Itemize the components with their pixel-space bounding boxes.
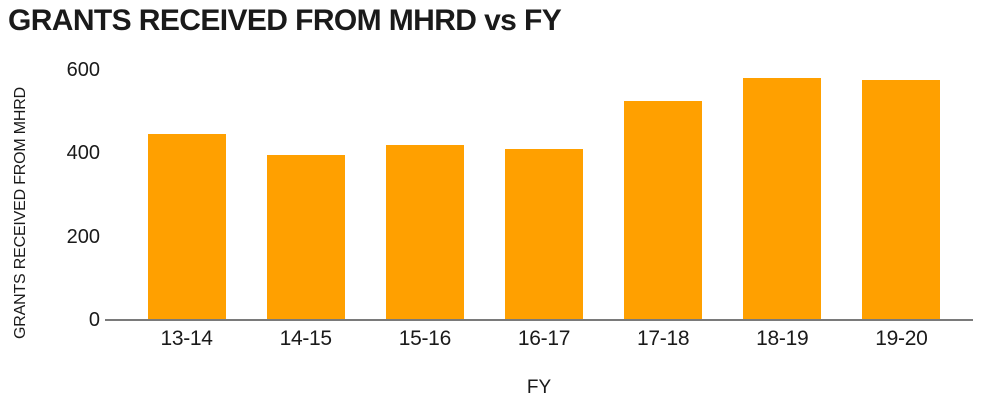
bar-slot [127,70,246,319]
bar-slot [484,70,603,319]
bar-17-18 [624,101,703,319]
x-tick-label: 17-18 [637,327,690,350]
plot-area [127,70,961,319]
y-tick-label: 0 [88,309,100,331]
x-tick-label: 14-15 [279,327,333,350]
x-tick-label: 15-16 [398,327,452,350]
y-tick-label: 200 [66,225,100,248]
bar-slot [723,70,842,319]
x-tick-label: 19-20 [875,327,928,350]
x-tick-label: 16-17 [517,327,571,350]
bar-slot [246,70,365,319]
bar-18-19 [743,78,822,319]
x-tick-label: 18-19 [756,327,809,350]
x-tick-label: 13-14 [160,327,213,350]
x-axis-line [105,319,973,321]
bar-13-14 [147,134,226,319]
x-axis-tick-labels: 13-14 14-15 15-16 16-17 17-18 18-19 19-20 [127,327,961,351]
y-tick-label: 600 [66,59,100,81]
chart-title: GRANTS RECEIVED FROM MHRD vs FY [8,4,562,37]
bar-15-16 [385,144,464,319]
bar-slot [842,70,961,319]
y-axis-title: GRANTS RECEIVED FROM MHRD [12,87,29,339]
y-tick-label: 400 [66,142,100,165]
bar-slot [604,70,723,319]
bar-14-15 [266,155,345,319]
bar-19-20 [862,80,941,319]
bar-16-17 [504,148,583,319]
bar-slot [365,70,484,319]
x-axis-title: FY [526,377,552,398]
